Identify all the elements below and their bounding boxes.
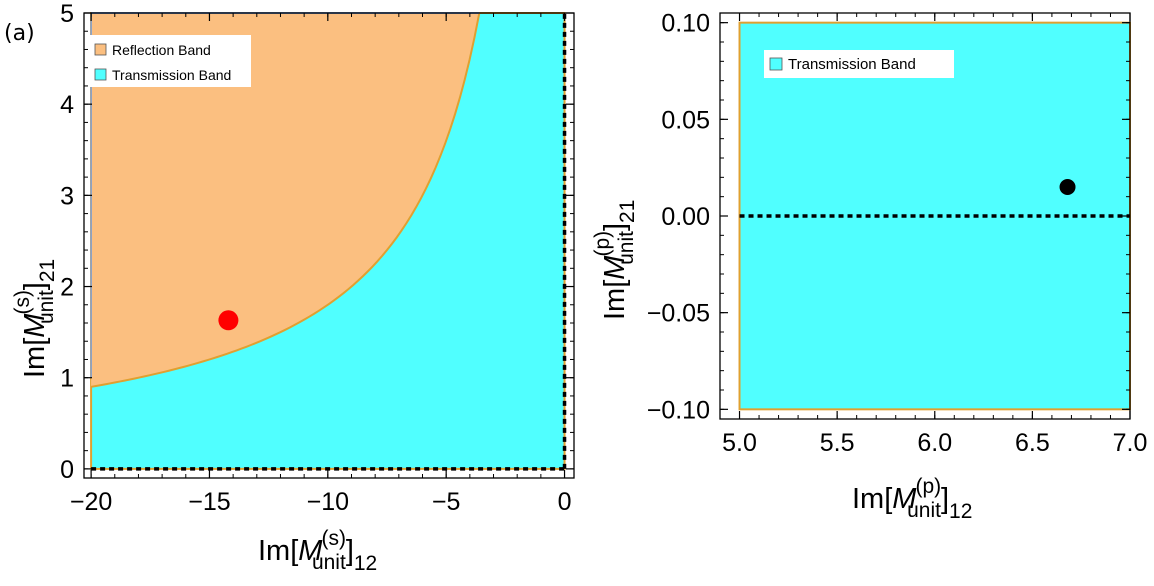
frame-b	[719, 12, 1131, 420]
ylabel-a-idx: 21	[36, 259, 59, 282]
y-tick-label-b-2: 0.00	[661, 203, 710, 231]
legend-a: Reflection Band Transmission Band	[89, 35, 251, 87]
x-axis-label-b: Im[M(p) unit]12	[852, 475, 972, 523]
x-tick-label-a-4: 0	[558, 488, 572, 516]
ylabel-b-idx: 21	[616, 200, 639, 223]
ylabel-a-m: M	[19, 313, 51, 338]
axis-ticks-a: −20 −15 −10 −5 0 0 1 2 3 4 5	[60, 0, 574, 516]
x-tick-label-b-3: 6.5	[1015, 429, 1050, 457]
xlabel-a-m: M	[298, 535, 323, 567]
y-tick-label-b-3: −0.05	[647, 300, 710, 328]
frame-a	[83, 12, 575, 479]
x-tick-label-b-0: 5.0	[722, 429, 757, 457]
y-axis-label-b: Im[M(p)unit]21	[591, 200, 639, 320]
ylabel-b-m: M	[599, 255, 631, 280]
data-marker-b	[1059, 179, 1076, 195]
ylabel-a-pre: Im[	[19, 338, 51, 378]
x-tick-label-b-1: 5.5	[820, 429, 855, 457]
xlabel-b-sub: unit	[907, 499, 941, 522]
xlabel-b-sup: (p)	[915, 475, 941, 498]
legend-label-transmission: Transmission Band	[112, 67, 231, 83]
panel-label: (a)	[4, 21, 35, 46]
y-tick-label-b-0: 0.10	[661, 10, 710, 38]
xlabel-a-sub: unit	[312, 551, 346, 574]
axis-ticks-b: 5.0 5.5 6.0 6.5 7.0 0.10 0.05 0.00 −0.05 −0.10	[647, 10, 1148, 457]
legend-swatch-transmission-b	[769, 57, 783, 71]
data-marker-a	[218, 310, 239, 331]
xlabel-a-idx: 12	[354, 552, 377, 575]
xlabel-b-m: M	[892, 483, 917, 515]
plot-area-b	[738, 21, 1131, 411]
xlabel-b-pre: Im[	[852, 483, 892, 515]
legend-b: Transmission Band	[764, 50, 954, 78]
xlabel-a-pre: Im[	[258, 535, 298, 567]
x-tick-label-a-3: −5	[432, 488, 461, 516]
xlabel-b-post: ]	[941, 483, 949, 515]
reflection-region	[91, 13, 480, 387]
y-tick-label-a-1: 1	[60, 365, 74, 393]
ylabel-b-post: ]	[599, 223, 631, 231]
ylabel-a-sub: unit	[35, 290, 58, 324]
y-tick-label-b-4: −0.10	[647, 396, 710, 424]
legend-label-reflection: Reflection Band	[112, 42, 211, 58]
boundary-curve	[90, 12, 481, 388]
xlabel-b-idx: 12	[949, 500, 972, 523]
legend-swatch-reflection	[94, 43, 107, 56]
ylabel-b-sup: (p)	[591, 231, 614, 257]
legend-b-bg	[764, 50, 954, 78]
xlabel-a-sup: (s)	[321, 527, 346, 550]
y-tick-label-a-3: 3	[60, 182, 74, 210]
legend-a-bg	[89, 35, 251, 87]
x-tick-label-a-2: −10	[307, 488, 349, 516]
y-tick-label-a-0: 0	[60, 456, 74, 484]
y-tick-label-b-1: 0.05	[661, 106, 710, 134]
y-axis-label-a: Im[M(s)unit]21	[11, 259, 59, 378]
x-tick-label-a-0: −20	[70, 488, 112, 516]
plot-area-a	[90, 12, 567, 471]
ylabel-b-pre: Im[	[599, 280, 631, 320]
ylabel-b-sub: unit	[615, 231, 638, 265]
x-tick-label-b-2: 6.0	[917, 429, 952, 457]
x-tick-label-b-4: 7.0	[1113, 429, 1148, 457]
ylabel-a-post: ]	[19, 282, 51, 290]
y-tick-label-a-5: 5	[60, 0, 74, 28]
legend-swatch-transmission	[94, 68, 107, 81]
ylabel-a-sup: (s)	[11, 290, 34, 315]
chart-b: 5.0 5.5 6.0 6.5 7.0 0.10 0.05 0.00 −0.05 −0.10 Tr…	[591, 10, 1147, 523]
xlabel-a-post: ]	[346, 535, 354, 567]
x-axis-label-a: Im[M(s) unit]12	[258, 527, 377, 575]
y-tick-label-a-2: 2	[60, 274, 74, 302]
legend-label-transmission-b: Transmission Band	[788, 56, 916, 73]
y-tick-label-a-4: 4	[60, 91, 74, 119]
x-tick-label-a-1: −15	[188, 488, 230, 516]
